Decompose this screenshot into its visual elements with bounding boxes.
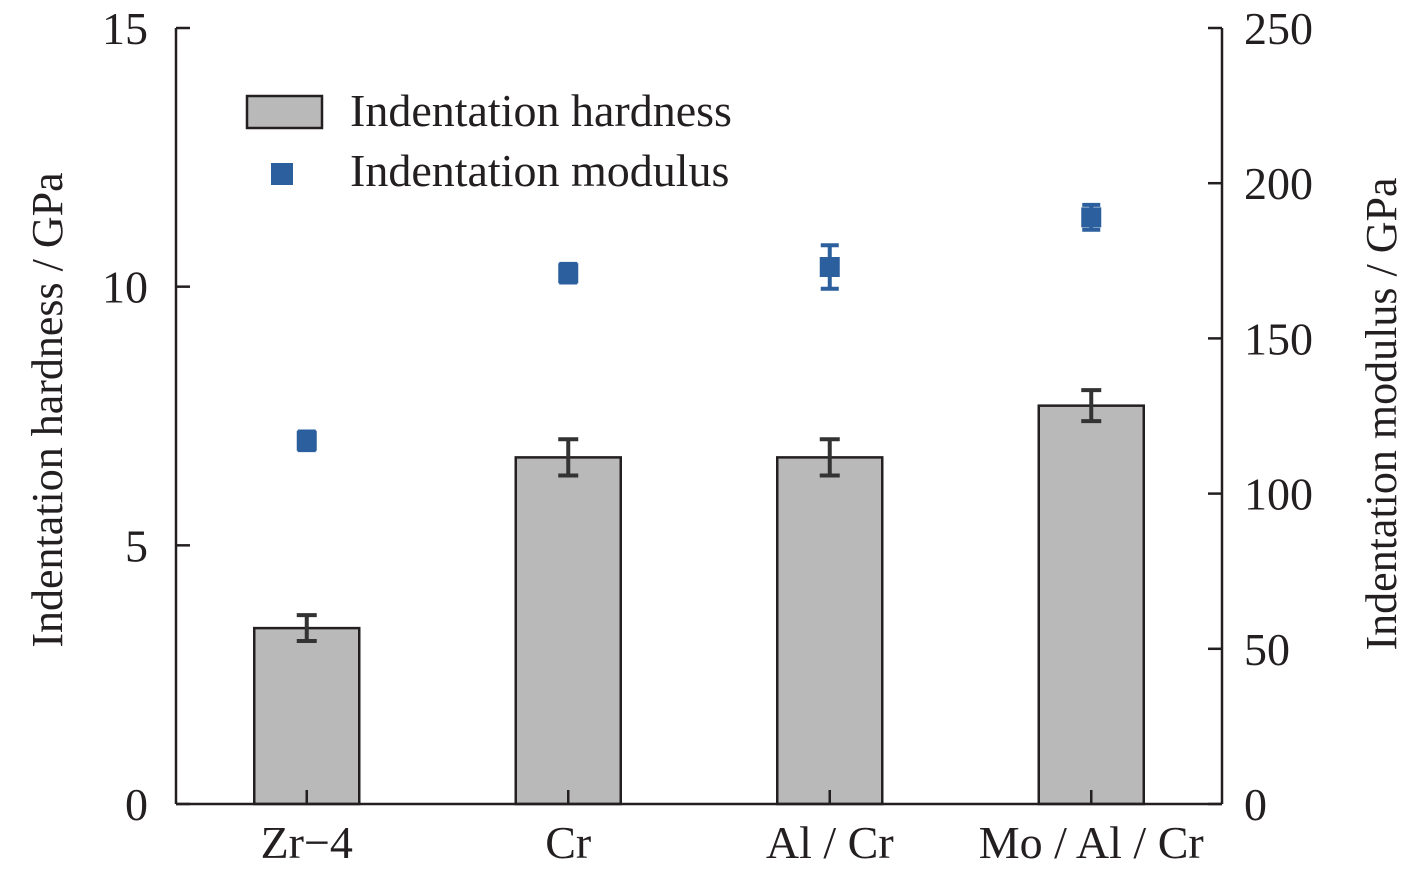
hardness-bar bbox=[776, 456, 884, 806]
hardness-bar bbox=[514, 456, 622, 806]
x-tick-label: Zr−4 bbox=[261, 817, 353, 868]
y-left-tick-label: 10 bbox=[102, 262, 148, 313]
legend: Indentation hardness Indentation modulus bbox=[245, 85, 732, 196]
y-axis-right-label: Indentation modulus / GPa bbox=[1357, 178, 1406, 651]
bars-layer bbox=[253, 388, 1145, 806]
y-left-tick-label: 15 bbox=[102, 3, 148, 54]
y-left-tick-label: 5 bbox=[125, 520, 148, 571]
modulus-point bbox=[296, 430, 317, 451]
y-right-tick-label: 100 bbox=[1244, 469, 1313, 520]
y-right-tick-label: 0 bbox=[1244, 779, 1267, 830]
modulus-layer bbox=[296, 202, 1102, 453]
y-left-tick-label: 0 bbox=[125, 779, 148, 830]
right-ticks: 0 50 100 150 200 250 bbox=[1208, 3, 1313, 830]
modulus-point bbox=[1081, 207, 1102, 228]
x-tick-label: Mo / Al / Cr bbox=[979, 817, 1204, 868]
legend-label-hardness: Indentation hardness bbox=[350, 85, 732, 136]
modulus-point bbox=[819, 257, 840, 278]
x-tick-label: Cr bbox=[545, 817, 591, 868]
y-axis-left-label: Indentation hardness / GPa bbox=[23, 172, 72, 647]
left-ticks: 0 5 10 15 bbox=[102, 3, 190, 830]
y-right-tick-label: 150 bbox=[1244, 313, 1313, 364]
legend-label-modulus: Indentation modulus bbox=[350, 145, 729, 196]
x-ticks: Zr−4 Cr Al / Cr Mo / Al / Cr bbox=[261, 790, 1204, 868]
x-tick-label: Al / Cr bbox=[766, 817, 894, 868]
hardness-bar bbox=[1037, 404, 1145, 806]
y-right-tick-label: 50 bbox=[1244, 624, 1290, 675]
y-right-tick-label: 200 bbox=[1244, 158, 1313, 209]
legend-swatch-hardness bbox=[245, 94, 324, 130]
modulus-point bbox=[558, 263, 579, 284]
y-right-tick-label: 250 bbox=[1244, 3, 1313, 54]
hardness-bar bbox=[253, 626, 361, 806]
legend-swatch-modulus bbox=[271, 163, 293, 185]
